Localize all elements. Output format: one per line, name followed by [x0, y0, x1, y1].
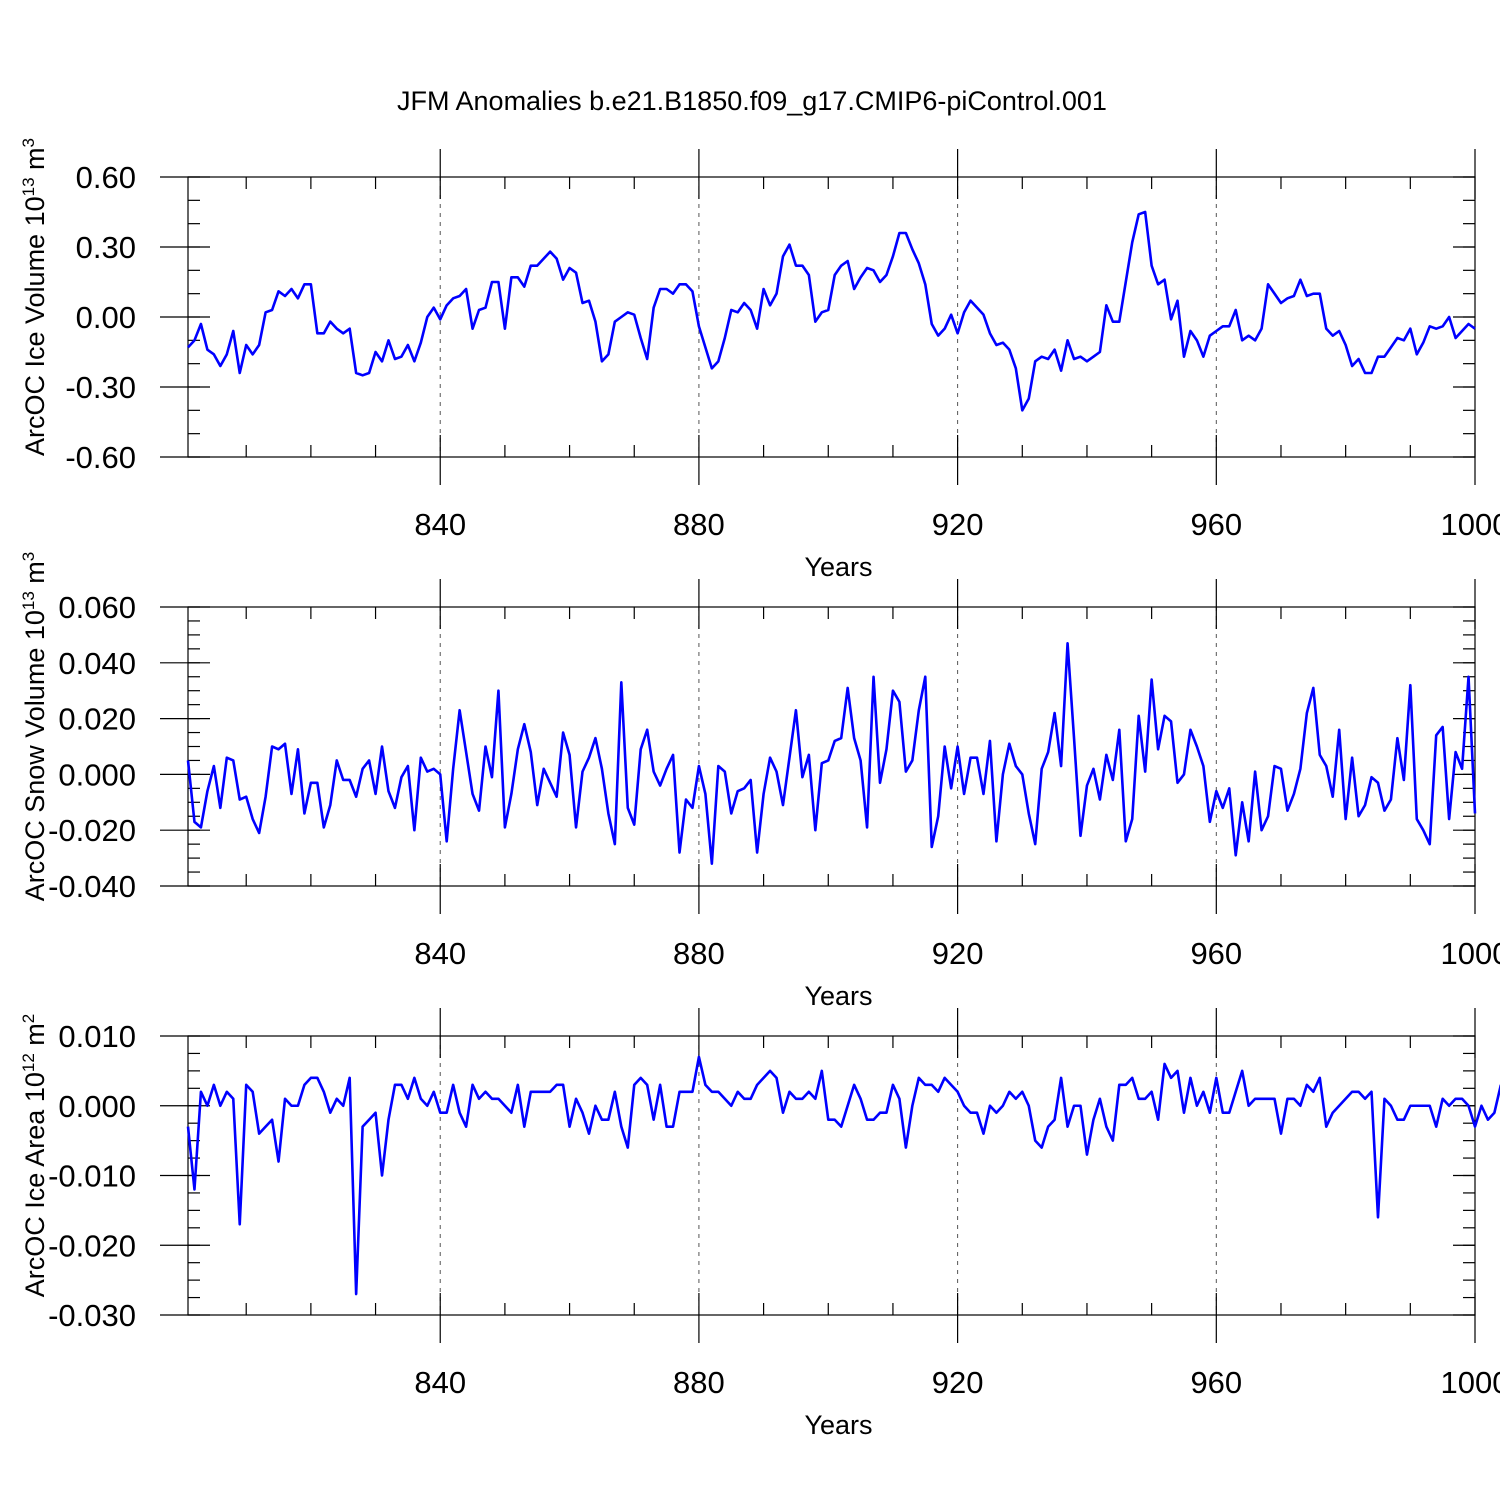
x-tick-label: 880 [673, 936, 725, 971]
y-tick-label: 0.010 [58, 1019, 136, 1054]
y-tick-label: -0.30 [65, 370, 136, 405]
panel-2: -0.040 -0.020 0.000 0.020 0.040 0.060 840 880 92… [19, 552, 1500, 1011]
y-tick-label: 0.60 [76, 160, 136, 195]
x-tick-label: 1000 [1441, 936, 1500, 971]
x-tick-label: 960 [1190, 1365, 1242, 1400]
series-line [186, 641, 1477, 865]
y-tick-label: -0.020 [48, 813, 136, 848]
panel-3: -0.030 -0.020 -0.010 0.000 0.010 840 880 920 960… [19, 1008, 1500, 1440]
panels: -0.60 -0.30 0.00 0.30 0.60 840 880 920 960 1000 Ye… [19, 138, 1500, 1440]
plot-frame [187, 176, 1476, 458]
y-tick-label: 0.000 [58, 1089, 136, 1124]
y-axis-label: ArcOC Snow Volume 1013 m3 [19, 552, 50, 902]
x-tick-label: 840 [414, 1365, 466, 1400]
x-tick-label: 920 [932, 1365, 984, 1400]
x-tick-label: 840 [414, 507, 466, 542]
y-tick-label: -0.040 [48, 869, 136, 904]
x-tick-label: 920 [932, 936, 984, 971]
y-tick-label: 0.060 [58, 590, 136, 625]
x-tick-label: 1000 [1441, 507, 1500, 542]
chart-title: JFM Anomalies b.e21.B1850.f09_g17.CMIP6-… [397, 86, 1107, 116]
y-tick-label: -0.60 [65, 440, 136, 475]
x-tick-label: 880 [673, 1365, 725, 1400]
x-tick-label: 840 [414, 936, 466, 971]
x-axis-label: Years [804, 552, 872, 582]
y-tick-label: 0.00 [76, 300, 136, 335]
y-tick-label: 0.020 [58, 702, 136, 737]
panel-1: -0.60 -0.30 0.00 0.30 0.60 840 880 920 960 1000 Ye… [19, 138, 1500, 582]
x-tick-label: 880 [673, 507, 725, 542]
x-tick-label: 1000 [1441, 1365, 1500, 1400]
y-tick-label: -0.020 [48, 1228, 136, 1263]
x-tick-label: 920 [932, 507, 984, 542]
y-tick-label: 0.30 [76, 230, 136, 265]
y-tick-label: 0.040 [58, 646, 136, 681]
y-tick-label: 0.000 [58, 757, 136, 792]
x-tick-label: 960 [1190, 936, 1242, 971]
series-line [186, 1055, 1500, 1296]
y-axis-label: ArcOC Ice Volume 1013 m3 [19, 138, 50, 456]
y-tick-label: -0.010 [48, 1159, 136, 1194]
x-axis-label: Years [804, 1410, 872, 1440]
y-tick-label: -0.030 [48, 1298, 136, 1333]
y-axis-label: ArcOC Ice Area 1012 m2 [19, 1014, 50, 1298]
x-tick-label: 960 [1190, 507, 1242, 542]
series-line [187, 210, 1476, 412]
x-axis-label: Years [804, 981, 872, 1011]
